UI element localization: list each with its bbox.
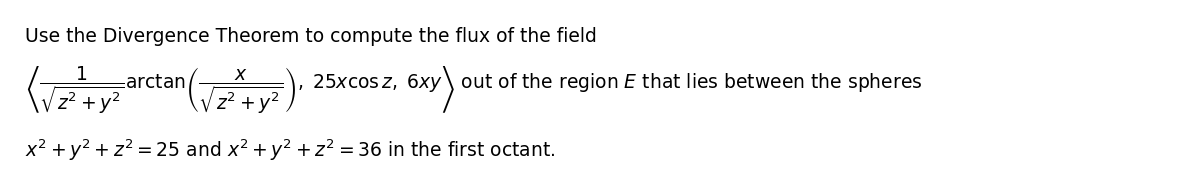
Text: $\left\langle \dfrac{1}{\sqrt{z^2+y^2}}\arctan\!\left(\dfrac{x}{\sqrt{z^2+y^2}}\: $\left\langle \dfrac{1}{\sqrt{z^2+y^2}}\…	[25, 64, 923, 116]
Text: $x^2 + y^2 + z^2 = 25$ and $x^2 + y^2 + z^2 = 36$ in the first octant.: $x^2 + y^2 + z^2 = 25$ and $x^2 + y^2 + …	[25, 138, 556, 163]
Text: Use the Divergence Theorem to compute the flux of the field: Use the Divergence Theorem to compute th…	[25, 27, 598, 46]
